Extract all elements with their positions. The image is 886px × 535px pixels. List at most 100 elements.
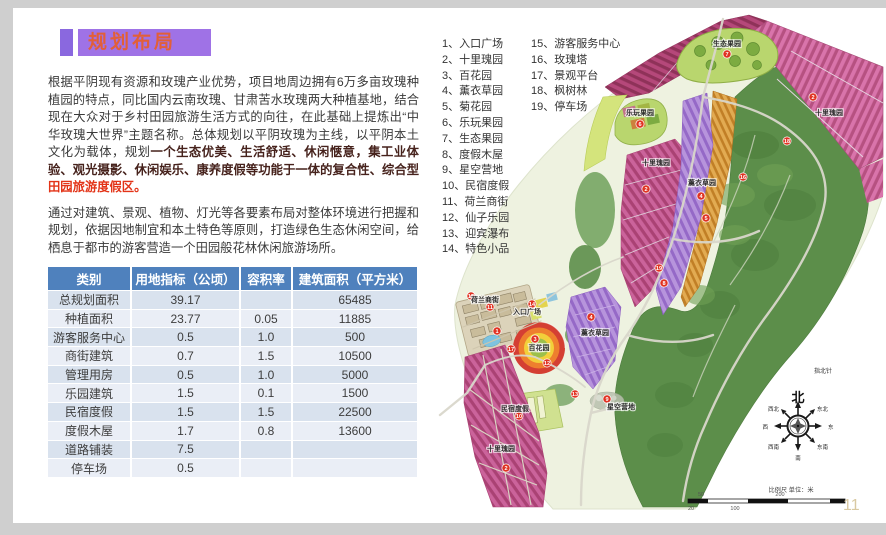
legend-item: 19、停车场	[531, 101, 588, 114]
map-region-label: 荷兰商街	[470, 295, 499, 304]
scale-tick: 20	[688, 506, 694, 512]
legend-item: 7、生态果园	[442, 132, 504, 145]
svg-text:8: 8	[662, 281, 665, 287]
map-marker: 14	[527, 299, 537, 309]
table-row: 种植面积 23.77 0.05 11885	[48, 308, 417, 328]
planning-table-body: 总规划面积 39.17 65485 种植面积 23.77 0.05 11885 游客服务中心 0…	[48, 290, 417, 477]
table-cell: 23.77	[130, 308, 240, 328]
svg-text:2: 2	[644, 187, 647, 193]
page-margin	[0, 523, 886, 535]
legend-col-1: 1、入口广场 2、十里瑰园 3、百花园 4、薰衣草园 5、菊花园 6、乐玩果园 7、生态果园…	[442, 37, 509, 258]
table-cell	[239, 458, 292, 477]
table-row: 商街建筑 0.7 1.5 10500	[48, 346, 417, 366]
scale-bar: 比例尺 单位：米 50 200 20 100	[687, 486, 846, 512]
table-cell: 1.5	[239, 402, 292, 422]
table-cell: 10500	[291, 346, 417, 366]
table-cell: 0.5	[130, 458, 240, 477]
svg-text:3: 3	[533, 337, 536, 343]
map-marker: 2	[501, 463, 511, 473]
scale-label: 比例尺 单位：米	[768, 486, 813, 494]
page-margin	[0, 0, 886, 8]
map-marker: 18	[782, 136, 792, 146]
region-color-patch	[530, 309, 542, 321]
map-marker: 16	[738, 172, 748, 182]
svg-text:6: 6	[638, 122, 641, 128]
svg-text:12: 12	[544, 361, 550, 367]
table-cell: 管理用房	[48, 364, 131, 384]
scale-tick: 100	[730, 506, 739, 512]
col-header-building-area: 建筑面积（平方米）	[291, 267, 417, 291]
region-forest	[614, 66, 869, 508]
legend-item: 3、百花园	[442, 69, 493, 82]
map-region-label: 乐玩果园	[626, 108, 654, 117]
table-cell	[239, 290, 292, 310]
svg-text:19: 19	[656, 266, 662, 272]
table-cell: 65485	[291, 290, 417, 310]
map-markers: 1 15 11 14 17 3 12 4 13 9 10 2 2 4 5 6 7 2 18 16 19 8	[466, 49, 818, 473]
table-cell: 总规划面积	[48, 290, 131, 310]
svg-text:18: 18	[784, 139, 790, 145]
region-scenic-band	[583, 94, 628, 172]
map-marker: 2	[641, 184, 651, 194]
map-marker: 4	[696, 191, 706, 201]
para1-bold: 一个生态优美、生活舒适、休闲惬意，集工业体验、观光摄影、休闲娱乐、康养度假等功能…	[48, 145, 419, 177]
table-row: 乐园建筑 1.5 0.1 1500	[48, 383, 417, 403]
table-row: 道路铺装 7.5	[48, 439, 417, 459]
compass-north-label: 北	[791, 390, 804, 405]
legend-item: 11、荷兰商街	[442, 195, 509, 208]
table-cell: 游客服务中心	[48, 327, 131, 347]
svg-text:16: 16	[740, 175, 746, 181]
table-cell: 1.0	[239, 327, 292, 347]
svg-text:15: 15	[468, 294, 474, 300]
map-region-label: 十里瑰园	[815, 108, 843, 117]
field-division-lines	[572, 304, 616, 376]
svg-text:10: 10	[516, 414, 522, 420]
legend-item: 10、民宿度假	[442, 180, 510, 193]
svg-text:11: 11	[487, 305, 493, 311]
col-header-category: 类别	[48, 267, 131, 291]
map-region-label: 百花园	[529, 343, 550, 352]
table-row: 停车场 0.5	[48, 458, 417, 477]
page-number: 11	[843, 497, 860, 514]
map-marker: 11	[485, 302, 495, 312]
map-region-label: 生态果园	[713, 39, 741, 48]
compass-ne-label: 东北	[817, 405, 829, 413]
scale-tick: 200	[775, 492, 784, 498]
legend-item: 12、仙子乐园	[442, 211, 510, 224]
title-accent-bar	[60, 29, 73, 56]
compass-arrowheads	[774, 401, 822, 451]
svg-text:14: 14	[529, 302, 536, 308]
table-cell: 500	[291, 327, 417, 347]
map-marker: 4	[586, 312, 596, 322]
svg-text:9: 9	[605, 397, 608, 403]
legend-item: 17、景观平台	[531, 69, 599, 82]
table-cell: 0.7	[130, 346, 240, 366]
map-roads	[438, 17, 827, 507]
field-division-lines	[468, 348, 540, 506]
table-cell: 1.0	[239, 364, 292, 384]
table-cell: 商街建筑	[48, 346, 131, 366]
map-marker: 19	[654, 263, 664, 273]
legend-item: 18、枫树林	[531, 85, 588, 98]
page-margin	[0, 0, 13, 535]
legend-item: 5、菊花园	[442, 101, 493, 114]
legend-item: 8、度假木屋	[442, 148, 504, 161]
planning-indicators-table: 类别 用地指标（公顷） 容积率 建筑面积（平方米） 总规划面积 39.17 6548…	[48, 267, 417, 477]
map-marker: 8	[659, 278, 669, 288]
compass-south-label: 南	[795, 454, 801, 462]
legend-col-2: 15、游客服务中心 16、玫瑰塔 17、景观平台 18、枫树林 19、停车场	[531, 37, 620, 116]
svg-text:13: 13	[572, 392, 578, 398]
table-cell: 22500	[291, 402, 417, 422]
map-region-label: 薰衣草园	[581, 328, 609, 337]
table-cell: 种植面积	[48, 308, 131, 328]
map-marker: 13	[570, 389, 580, 399]
map-marker: 10	[514, 411, 524, 421]
compass-nw-label: 西北	[768, 405, 780, 413]
table-cell: 1500	[291, 383, 417, 403]
svg-text:1: 1	[495, 329, 498, 335]
map-marker: 5	[701, 213, 711, 223]
intro-paragraph-1: 根据平阴现有资源和玫瑰产业优势，项目地周边拥有6万多亩玫瑰种植园的特点，同比国内…	[48, 74, 419, 197]
map-region-label: 民宿度假	[501, 404, 530, 413]
table-cell: 0.1	[239, 383, 292, 403]
